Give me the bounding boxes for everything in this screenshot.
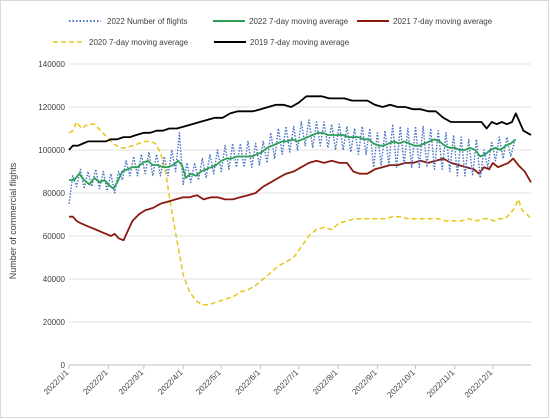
x-tick-label: 2022/2/1 bbox=[81, 368, 110, 397]
gridlines bbox=[69, 63, 531, 366]
x-tick-label: 2022/1/1 bbox=[42, 368, 71, 397]
y-tick-label: 100000 bbox=[38, 146, 65, 155]
legend-label: 2022 Number of flights bbox=[107, 17, 188, 26]
y-tick-label: 40000 bbox=[43, 275, 66, 284]
legend-label: 2020 7-day moving average bbox=[89, 38, 189, 47]
series-line bbox=[68, 95, 532, 151]
legend-label: 2019 7-day moving average bbox=[250, 38, 350, 47]
legend-item-2021-ma: 2021 7-day moving average bbox=[357, 17, 493, 26]
x-axis-ticks: 2022/1/1 2022/2/1 2022/3/1 2022/4/1 2022/5/1… bbox=[42, 365, 495, 400]
y-tick-label: 140000 bbox=[38, 60, 65, 69]
x-tick-label: 2022/5/1 bbox=[194, 368, 223, 397]
legend-label: 2022 7-day moving average bbox=[249, 17, 349, 26]
y-axis-title: Number of commercial flights bbox=[8, 162, 18, 279]
y-axis-ticks: 0 20000 40000 60000 80000 100000 120000 140000 bbox=[38, 60, 65, 370]
x-tick-label: 2022/3/1 bbox=[117, 368, 146, 397]
legend-item-2022-flights: 2022 Number of flights bbox=[69, 17, 188, 26]
x-tick-label: 2022/10/1 bbox=[385, 368, 417, 400]
x-tick-label: 2022/7/1 bbox=[272, 368, 301, 397]
y-tick-label: 20000 bbox=[43, 318, 66, 327]
y-tick-label: 120000 bbox=[38, 103, 65, 112]
y-tick-label: 80000 bbox=[43, 189, 66, 198]
series-line bbox=[69, 131, 517, 190]
x-tick-label: 2022/4/1 bbox=[156, 368, 185, 397]
series-line bbox=[68, 121, 532, 306]
x-tick-label: 2022/6/1 bbox=[234, 368, 263, 397]
series-line bbox=[69, 157, 532, 242]
legend-item-2022-ma: 2022 7-day moving average bbox=[213, 17, 349, 26]
legend-label: 2021 7-day moving average bbox=[393, 17, 493, 26]
legend: 2022 Number of flights 2022 7-day moving… bbox=[53, 17, 493, 47]
y-tick-label: 60000 bbox=[43, 232, 66, 241]
y-tick-label: 0 bbox=[61, 361, 66, 370]
series-lines bbox=[68, 95, 532, 306]
legend-item-2019-ma: 2019 7-day moving average bbox=[214, 38, 350, 47]
x-tick-label: 2022/8/1 bbox=[311, 368, 340, 397]
x-tick-label: 2022/11/1 bbox=[425, 368, 456, 399]
x-tick-label: 2022/9/1 bbox=[350, 368, 379, 397]
legend-item-2020-ma: 2020 7-day moving average bbox=[53, 38, 189, 47]
x-tick-label: 2022/12/1 bbox=[463, 368, 495, 400]
